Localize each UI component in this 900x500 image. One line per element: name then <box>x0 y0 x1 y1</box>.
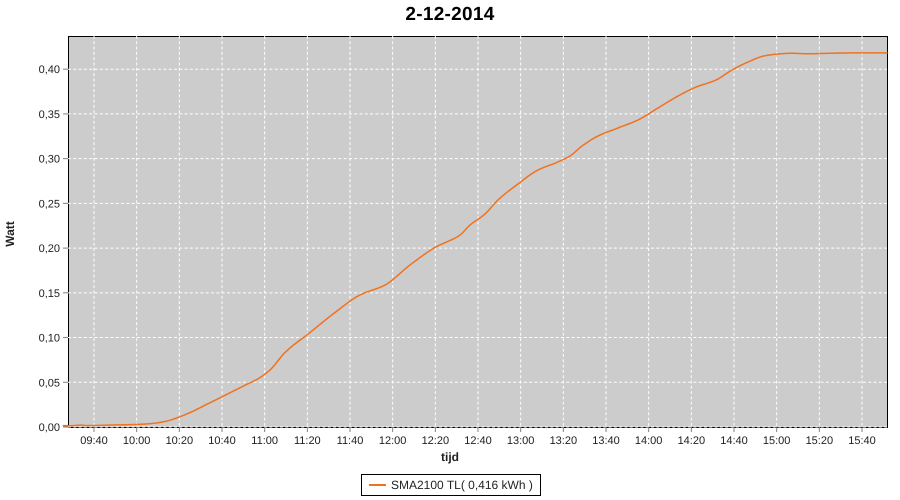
svg-text:0,35: 0,35 <box>39 109 60 121</box>
svg-text:0,15: 0,15 <box>39 288 60 300</box>
svg-text:13:40: 13:40 <box>592 435 620 447</box>
svg-text:12:40: 12:40 <box>464 435 492 447</box>
svg-text:14:40: 14:40 <box>720 435 748 447</box>
svg-text:12:00: 12:00 <box>379 435 407 447</box>
svg-text:09:40: 09:40 <box>80 435 108 447</box>
svg-text:15:00: 15:00 <box>763 435 791 447</box>
svg-text:10:40: 10:40 <box>208 435 236 447</box>
svg-text:14:00: 14:00 <box>635 435 663 447</box>
svg-text:0,10: 0,10 <box>39 333 60 345</box>
svg-text:13:20: 13:20 <box>550 435 578 447</box>
svg-text:15:40: 15:40 <box>848 435 876 447</box>
svg-text:14:20: 14:20 <box>678 435 706 447</box>
svg-text:0,40: 0,40 <box>39 64 60 76</box>
svg-text:0,00: 0,00 <box>39 422 60 434</box>
svg-text:0,30: 0,30 <box>39 154 60 166</box>
svg-text:10:00: 10:00 <box>123 435 151 447</box>
svg-text:0,20: 0,20 <box>39 243 60 255</box>
svg-text:0,25: 0,25 <box>39 198 60 210</box>
svg-text:15:20: 15:20 <box>806 435 834 447</box>
svg-text:11:40: 11:40 <box>337 435 364 447</box>
svg-text:11:20: 11:20 <box>294 435 321 447</box>
svg-text:0,05: 0,05 <box>39 377 60 389</box>
svg-text:Watt: Watt <box>3 221 17 247</box>
svg-text:11:00: 11:00 <box>251 435 278 447</box>
svg-text:13:00: 13:00 <box>507 435 535 447</box>
svg-text:10:20: 10:20 <box>166 435 194 447</box>
svg-text:12:20: 12:20 <box>422 435 450 447</box>
